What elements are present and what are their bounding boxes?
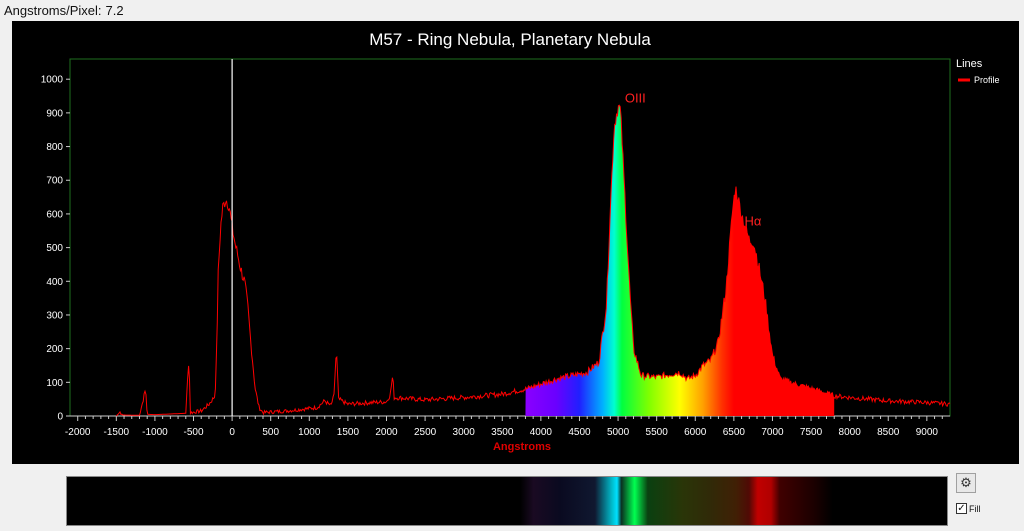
gear-icon: ⚙ (960, 475, 972, 490)
x-tick-label: 9000 (916, 427, 939, 438)
y-tick-label: 100 (46, 378, 63, 389)
spectrum-chart-panel: M57 - Ring Nebula, Planetary Nebula 0 100 2… (12, 21, 1019, 464)
check-mark-icon: ✓ (957, 503, 966, 514)
angstroms-per-pixel-readout: Angstroms/Pixel: 7.2 (4, 3, 124, 18)
x-tick-label: -1000 (142, 427, 168, 438)
x-tick-label: 4500 (568, 427, 591, 438)
x-tick-label: 6500 (723, 427, 746, 438)
spectrum-chart: M57 - Ring Nebula, Planetary Nebula 0 100 2… (41, 30, 1000, 453)
x-axis-label: Angstroms (493, 441, 551, 453)
y-tick-label: 200 (46, 344, 63, 355)
line-annotation: OIII (625, 90, 646, 105)
y-tick-label: 300 (46, 310, 63, 321)
spectrum-strip (66, 476, 948, 526)
y-tick-label: 600 (46, 209, 63, 220)
x-tick-label: -2000 (65, 427, 91, 438)
legend-title: Lines (956, 58, 983, 70)
line-annotation: Hα (744, 213, 761, 228)
legend-entry-label: Profile (974, 75, 1000, 85)
x-tick-label: 7500 (800, 427, 823, 438)
x-tick-label: 5000 (607, 427, 630, 438)
fill-label: Fill (969, 503, 981, 514)
spectrum-strip-image (67, 477, 947, 525)
y-tick-label: 700 (46, 176, 63, 187)
profile-fill-area (525, 105, 835, 416)
y-tick-label: 800 (46, 142, 63, 153)
fill-checkbox[interactable]: ✓ (956, 503, 967, 514)
y-tick-label: 1000 (41, 75, 64, 86)
fill-toggle[interactable]: ✓ Fill (956, 503, 981, 514)
settings-button[interactable]: ⚙ (956, 473, 976, 493)
x-tick-label: 500 (262, 427, 279, 438)
x-tick-label: 2500 (414, 427, 437, 438)
x-tick-label: 8500 (877, 427, 900, 438)
x-tick-label: 2000 (375, 427, 398, 438)
x-tick-label: -1500 (104, 427, 130, 438)
x-tick-label: 4000 (530, 427, 553, 438)
profile-line (115, 104, 951, 417)
y-tick-label: 500 (46, 243, 63, 254)
plot-frame (69, 58, 951, 417)
x-tick-label: 3000 (453, 427, 476, 438)
spectrum-strip-band (67, 477, 947, 525)
angstroms-per-pixel-value: 7.2 (105, 3, 124, 18)
x-axis: -2000 -1500 -1000 -500 0 500 1000 1500 2000 2500 3… (65, 415, 950, 438)
y-tick-label: 400 (46, 277, 63, 288)
chart-title: M57 - Ring Nebula, Planetary Nebula (369, 30, 651, 49)
x-tick-label: 6000 (684, 427, 707, 438)
x-tick-label: 5500 (646, 427, 669, 438)
x-tick-label: -500 (184, 427, 204, 438)
angstroms-per-pixel-label: Angstroms/Pixel: (4, 3, 102, 18)
x-tick-label: 1000 (298, 427, 321, 438)
x-tick-label: 3500 (491, 427, 514, 438)
x-tick-label: 7000 (761, 427, 784, 438)
x-tick-label: 1500 (337, 427, 360, 438)
x-tick-label: 0 (229, 427, 235, 438)
y-tick-label: 0 (57, 412, 63, 423)
legend: Lines Profile (956, 58, 1000, 85)
y-axis: 0 100 200 300 400 500 600 700 800 900 1000 (41, 75, 70, 423)
x-tick-label: 8000 (839, 427, 862, 438)
y-tick-label: 900 (46, 108, 63, 119)
